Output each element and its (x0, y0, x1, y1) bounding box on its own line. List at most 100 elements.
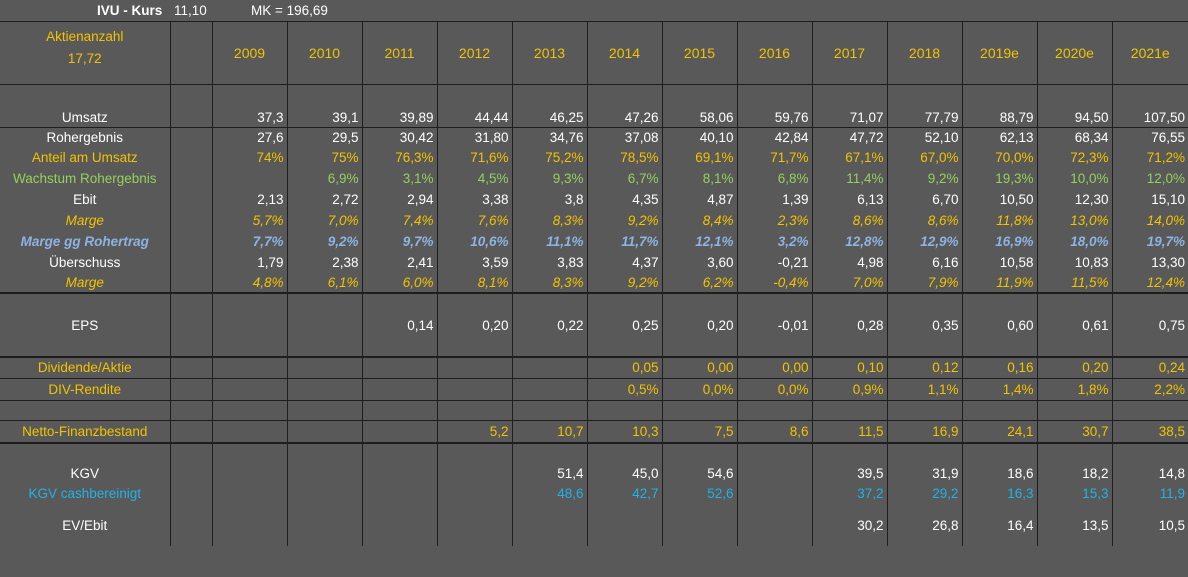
value-cell: 1,8% (1036, 378, 1112, 401)
value-cell (736, 504, 812, 546)
value-cell: 7,5 (661, 420, 737, 444)
empty-cell (586, 400, 662, 421)
value-cell: 70,0% (961, 147, 1037, 168)
value-cell: 14,8 (1111, 443, 1188, 483)
empty-cell (511, 400, 587, 421)
value-cell: 0,24 (1111, 357, 1188, 379)
value-cell: 2,72 (286, 189, 362, 210)
value-cell: 10,6% (436, 231, 512, 252)
empty-cell (436, 400, 512, 421)
value-cell: 12,1% (661, 231, 737, 252)
spacer-cell (169, 189, 212, 210)
value-cell: 44,44 (436, 84, 512, 128)
value-cell: 1,1% (886, 378, 962, 401)
value-cell: 12,30 (1036, 189, 1112, 210)
table-row-ebit: Ebit 2,13 2,72 2,94 3,38 3,8 4,35 4,87 1,39 6,13 6… (0, 189, 1188, 210)
year-header: 2016 (736, 22, 812, 85)
value-cell (211, 504, 287, 546)
year-header: 2009 (211, 22, 287, 85)
value-cell: 94,50 (1036, 84, 1112, 128)
empty-cell (211, 400, 287, 421)
value-cell: 46,25 (511, 84, 587, 128)
value-cell: 8,6% (811, 210, 887, 231)
row-label: Marge (65, 213, 104, 228)
spacer-cell (169, 147, 212, 168)
value-cell: 26,8 (886, 504, 962, 546)
table-row-anteil: Anteil am Umsatz 74% 75% 76,3% 71,6% 75,2% 78,… (0, 147, 1188, 168)
year-header: 2013 (511, 22, 587, 85)
value-cell: 0,20 (661, 293, 737, 358)
value-cell (286, 483, 362, 504)
value-cell: 8,6% (886, 210, 962, 231)
value-cell: 68,34 (1036, 127, 1112, 147)
value-cell: 0,5% (586, 378, 662, 401)
value-cell: 0,22 (511, 293, 587, 358)
value-cell (286, 357, 362, 379)
value-cell: 3,83 (511, 252, 587, 273)
value-cell: 74% (211, 147, 287, 168)
value-cell: 1,39 (736, 189, 812, 210)
table-row-wachstum: Wachstum Rohergebnis 6,9% 3,1% 4,5% 9,3% 6,7%… (0, 168, 1188, 189)
value-cell: 18,6 (961, 443, 1037, 483)
year-header: 2019e (961, 22, 1037, 85)
value-cell: 42,84 (736, 127, 812, 147)
value-cell: 29,2 (886, 483, 962, 504)
value-cell: 27,6 (211, 127, 287, 147)
value-cell: 9,2% (886, 168, 962, 189)
value-cell (736, 443, 812, 483)
value-cell: 47,72 (811, 127, 887, 147)
value-cell: 4,8% (211, 273, 287, 294)
value-cell: 18,2 (1036, 443, 1112, 483)
value-cell (736, 483, 812, 504)
empty-cell (736, 400, 812, 421)
value-cell: 10,7 (511, 420, 587, 444)
value-cell: 8,1% (661, 168, 737, 189)
value-cell: 0,10 (811, 357, 887, 379)
value-cell: 1,79 (211, 252, 287, 273)
value-cell: 6,13 (811, 189, 887, 210)
value-cell (436, 357, 512, 379)
value-cell (286, 378, 362, 401)
value-cell: 67,1% (811, 147, 887, 168)
value-cell: 15,10 (1111, 189, 1188, 210)
value-cell (286, 443, 362, 483)
sheet-header: IVU - Kurs 11,10 MK = 196,69 (0, 0, 1188, 22)
row-label: Marge gg Rohertrag (20, 234, 149, 249)
value-cell: 37,2 (811, 483, 887, 504)
value-cell: 0,14 (361, 293, 437, 358)
spacer-cell (169, 210, 212, 231)
value-cell: 12,8% (811, 231, 887, 252)
value-cell: 2,41 (361, 252, 437, 273)
value-cell: 54,6 (661, 443, 737, 483)
value-cell: 71,7% (736, 147, 812, 168)
row-label: Ebit (73, 192, 97, 207)
value-cell: 31,9 (886, 443, 962, 483)
value-cell: 0,25 (586, 293, 662, 358)
value-cell: 10,0% (1036, 168, 1112, 189)
value-cell: 0,05 (586, 357, 662, 379)
empty-cell (361, 400, 437, 421)
empty-cell (886, 400, 962, 421)
table-row-umsatz: Umsatz 37,3 39,1 39,89 44,44 46,25 47,26 58,06 5… (0, 84, 1188, 128)
value-cell: 7,0% (811, 273, 887, 294)
value-cell: 9,2% (586, 210, 662, 231)
value-cell: 16,3 (961, 483, 1037, 504)
value-cell: 71,6% (436, 147, 512, 168)
year-header: 2011 (361, 22, 437, 85)
spacer-cell (169, 84, 212, 128)
value-cell (211, 483, 287, 504)
value-cell: 0,0% (661, 378, 737, 401)
aktienanzahl-cell: Aktienanzahl 17,72 (0, 22, 170, 85)
value-cell: 5,7% (211, 210, 287, 231)
value-cell (211, 293, 287, 358)
value-cell (436, 483, 512, 504)
empty-cell (661, 400, 737, 421)
value-cell (361, 420, 437, 444)
value-cell: 30,2 (811, 504, 887, 546)
table-row-kgvcash: KGV cashbereinigt 48,6 42,7 52,6 37,2 29,2 16,… (0, 483, 1188, 504)
value-cell: 0,0% (736, 378, 812, 401)
value-cell: 4,37 (586, 252, 662, 273)
value-cell: 6,8% (736, 168, 812, 189)
row-label: Marge (0, 273, 170, 294)
value-cell: 31,80 (436, 127, 512, 147)
